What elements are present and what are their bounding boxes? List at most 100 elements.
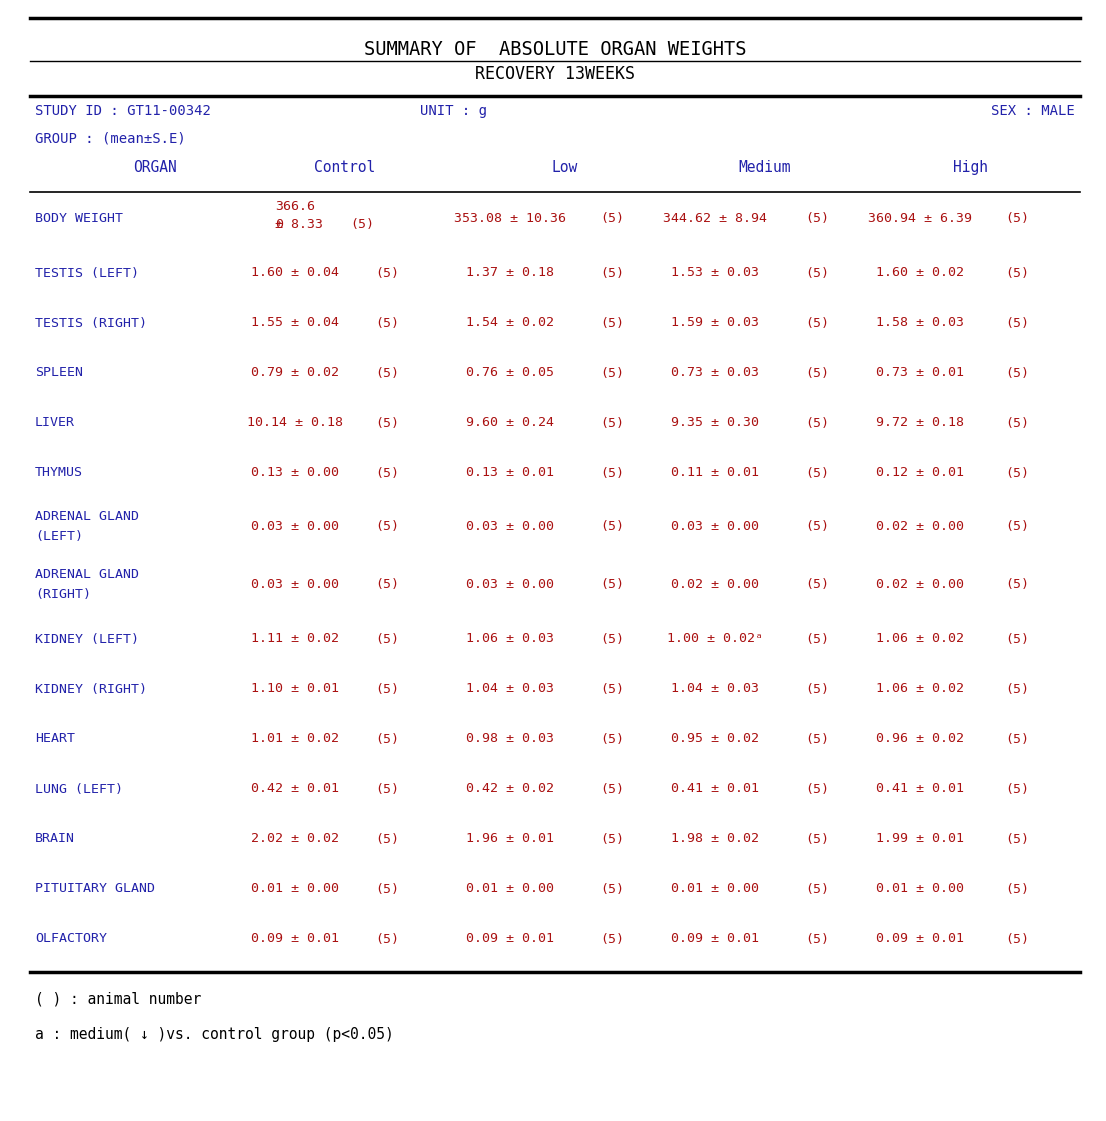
- Text: 0.09 ± 0.01: 0.09 ± 0.01: [876, 933, 964, 945]
- Text: (5): (5): [599, 782, 624, 796]
- Text: 360.94 ± 6.39: 360.94 ± 6.39: [868, 212, 972, 224]
- Text: (5): (5): [1005, 267, 1029, 279]
- Text: 1.37 ± 0.18: 1.37 ± 0.18: [466, 267, 554, 279]
- Text: 344.62 ± 8.94: 344.62 ± 8.94: [662, 212, 766, 224]
- Text: 1.01 ± 0.02: 1.01 ± 0.02: [251, 732, 340, 745]
- Text: (5): (5): [805, 683, 830, 695]
- Text: 9.35 ± 0.30: 9.35 ± 0.30: [671, 417, 759, 429]
- Text: 1.60 ± 0.04: 1.60 ± 0.04: [251, 267, 340, 279]
- Text: 0.09 ± 0.01: 0.09 ± 0.01: [251, 933, 340, 945]
- Text: (5): (5): [375, 933, 399, 945]
- Text: KIDNEY (LEFT): KIDNEY (LEFT): [35, 632, 139, 646]
- Text: (5): (5): [805, 577, 830, 591]
- Text: Control: Control: [314, 160, 376, 175]
- Text: (5): (5): [805, 466, 830, 480]
- Text: 0.73 ± 0.03: 0.73 ± 0.03: [671, 367, 759, 380]
- Text: (5): (5): [1005, 833, 1029, 845]
- Text: GROUP : (mean±S.E): GROUP : (mean±S.E): [35, 132, 186, 146]
- Text: 9.60 ± 0.24: 9.60 ± 0.24: [466, 417, 554, 429]
- Text: (5): (5): [599, 577, 624, 591]
- Text: 0.13 ± 0.00: 0.13 ± 0.00: [251, 466, 340, 480]
- Text: (5): (5): [599, 632, 624, 646]
- Text: 366.6: 366.6: [275, 200, 315, 213]
- Text: 0.79 ± 0.02: 0.79 ± 0.02: [251, 367, 340, 380]
- Text: 1.96 ± 0.01: 1.96 ± 0.01: [466, 833, 554, 845]
- Text: 0.41 ± 0.01: 0.41 ± 0.01: [876, 782, 964, 796]
- Text: 1.11 ± 0.02: 1.11 ± 0.02: [251, 632, 340, 646]
- Text: 2.02 ± 0.02: 2.02 ± 0.02: [251, 833, 340, 845]
- Text: ADRENAL GLAND: ADRENAL GLAND: [35, 510, 139, 524]
- Text: (5): (5): [805, 316, 830, 330]
- Text: 0.02 ± 0.00: 0.02 ± 0.00: [671, 577, 759, 591]
- Text: (5): (5): [1005, 212, 1029, 224]
- Text: (5): (5): [599, 519, 624, 532]
- Text: (5): (5): [375, 267, 399, 279]
- Text: 0.11 ± 0.01: 0.11 ± 0.01: [671, 466, 759, 480]
- Text: (5): (5): [375, 632, 399, 646]
- Text: PITUITARY GLAND: PITUITARY GLAND: [35, 882, 155, 896]
- Text: 0.03 ± 0.00: 0.03 ± 0.00: [671, 519, 759, 532]
- Text: (5): (5): [1005, 732, 1029, 745]
- Text: 0.03 ± 0.00: 0.03 ± 0.00: [251, 577, 340, 591]
- Text: (5): (5): [1005, 933, 1029, 945]
- Text: ADRENAL GLAND: ADRENAL GLAND: [35, 568, 139, 581]
- Text: 1.10 ± 0.01: 1.10 ± 0.01: [251, 683, 340, 695]
- Text: (5): (5): [375, 732, 399, 745]
- Text: (5): (5): [1005, 882, 1029, 896]
- Text: (5): (5): [1005, 519, 1029, 532]
- Text: 0.12 ± 0.01: 0.12 ± 0.01: [876, 466, 964, 480]
- Text: KIDNEY (RIGHT): KIDNEY (RIGHT): [35, 683, 147, 695]
- Text: RECOVERY 13WEEKS: RECOVERY 13WEEKS: [474, 65, 635, 83]
- Text: (5): (5): [599, 267, 624, 279]
- Text: 0.42 ± 0.01: 0.42 ± 0.01: [251, 782, 340, 796]
- Text: (5): (5): [599, 367, 624, 380]
- Text: TESTIS (LEFT): TESTIS (LEFT): [35, 267, 139, 279]
- Text: (5): (5): [1005, 316, 1029, 330]
- Text: (5): (5): [375, 577, 399, 591]
- Text: 1.54 ± 0.02: 1.54 ± 0.02: [466, 316, 554, 330]
- Text: TESTIS (RIGHT): TESTIS (RIGHT): [35, 316, 147, 330]
- Text: (5): (5): [599, 212, 624, 224]
- Text: 1.59 ± 0.03: 1.59 ± 0.03: [671, 316, 759, 330]
- Text: 0.01 ± 0.00: 0.01 ± 0.00: [466, 882, 554, 896]
- Text: (5): (5): [599, 683, 624, 695]
- Text: (5): (5): [805, 833, 830, 845]
- Text: 0.03 ± 0.00: 0.03 ± 0.00: [466, 519, 554, 532]
- Text: (5): (5): [375, 782, 399, 796]
- Text: THYMUS: THYMUS: [35, 466, 83, 480]
- Text: (5): (5): [375, 519, 399, 532]
- Text: 0.95 ± 0.02: 0.95 ± 0.02: [671, 732, 759, 745]
- Text: (5): (5): [805, 417, 830, 429]
- Text: ± 8.33: ± 8.33: [275, 217, 323, 231]
- Text: 0.42 ± 0.02: 0.42 ± 0.02: [466, 782, 554, 796]
- Text: (LEFT): (LEFT): [35, 530, 83, 543]
- Text: 0.02 ± 0.00: 0.02 ± 0.00: [876, 519, 964, 532]
- Text: LIVER: LIVER: [35, 417, 75, 429]
- Text: 1.06 ± 0.02: 1.06 ± 0.02: [876, 683, 964, 695]
- Text: 0.02 ± 0.00: 0.02 ± 0.00: [876, 577, 964, 591]
- Text: (5): (5): [805, 519, 830, 532]
- Text: 0.96 ± 0.02: 0.96 ± 0.02: [876, 732, 964, 745]
- Text: (5): (5): [805, 267, 830, 279]
- Text: (5): (5): [375, 683, 399, 695]
- Text: 0.01 ± 0.00: 0.01 ± 0.00: [876, 882, 964, 896]
- Text: 1.60 ± 0.02: 1.60 ± 0.02: [876, 267, 964, 279]
- Text: (5): (5): [805, 782, 830, 796]
- Text: (5): (5): [375, 833, 399, 845]
- Text: (5): (5): [599, 417, 624, 429]
- Text: (5): (5): [375, 367, 399, 380]
- Text: 1.55 ± 0.04: 1.55 ± 0.04: [251, 316, 340, 330]
- Text: SEX : MALE: SEX : MALE: [991, 104, 1075, 118]
- Text: BRAIN: BRAIN: [35, 833, 75, 845]
- Text: 1.06 ± 0.03: 1.06 ± 0.03: [466, 632, 554, 646]
- Text: OLFACTORY: OLFACTORY: [35, 933, 107, 945]
- Text: (5): (5): [599, 316, 624, 330]
- Text: (5): (5): [375, 417, 399, 429]
- Text: 0.73 ± 0.01: 0.73 ± 0.01: [876, 367, 964, 380]
- Text: (5): (5): [1005, 367, 1029, 380]
- Text: (5): (5): [375, 316, 399, 330]
- Text: STUDY ID : GT11-00342: STUDY ID : GT11-00342: [35, 104, 211, 118]
- Text: ORGAN: ORGAN: [133, 160, 177, 175]
- Text: (5): (5): [599, 833, 624, 845]
- Text: Medium: Medium: [739, 160, 791, 175]
